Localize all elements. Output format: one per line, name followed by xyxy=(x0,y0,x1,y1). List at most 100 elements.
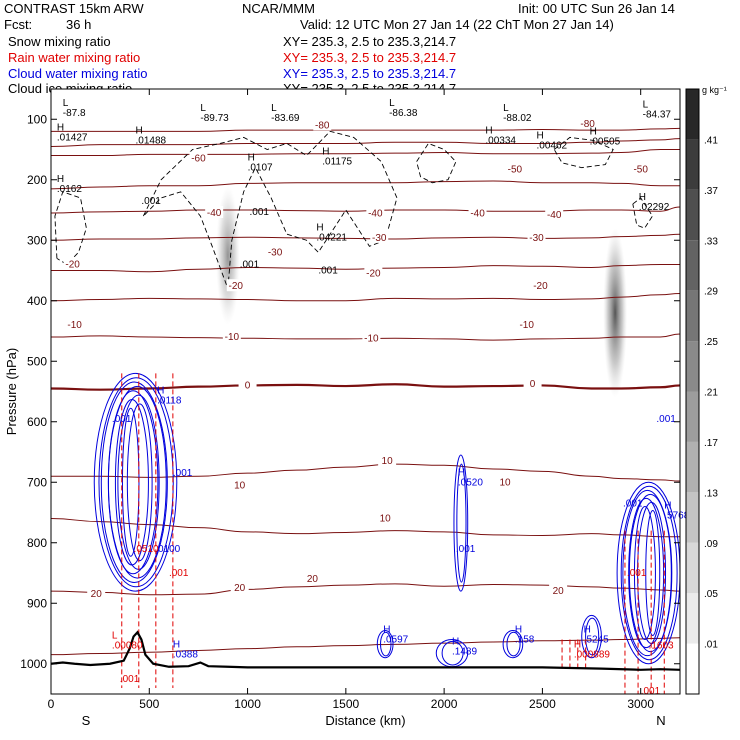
snow-value-9: .01175 xyxy=(322,157,352,168)
cloud-water-contour-5-0 xyxy=(502,629,524,659)
isotherm--50-10 xyxy=(51,180,680,190)
cloud-water-contour-1-1 xyxy=(620,485,678,661)
isotherm-label-20: -30 xyxy=(529,233,544,244)
cloud-water-value-8: .5768 xyxy=(664,511,689,522)
snow-value-11: .00462 xyxy=(537,140,568,151)
colorbar-unit: g kg⁻¹ xyxy=(702,85,727,95)
snow-mark-2: L xyxy=(271,103,277,114)
colorbar-tick-7: .29 xyxy=(704,287,718,298)
snow-value-10: .00334 xyxy=(485,135,516,146)
isotherm-label-7: 10 xyxy=(499,477,511,488)
colorbar-segment-1 xyxy=(686,593,699,644)
y-axis-label: Pressure (hPa) xyxy=(4,348,19,435)
isotherm-label-bg-1 xyxy=(230,581,249,594)
rain-value-0: .0510 xyxy=(134,544,159,555)
snow-mark-5: L xyxy=(643,99,649,110)
snow-plume-1 xyxy=(603,228,628,398)
isotherm-label-12: -10 xyxy=(364,333,379,344)
cloud-water-contour-5-1 xyxy=(506,631,521,657)
isotherm-label-11: -10 xyxy=(225,332,240,343)
isotherm-label-bg-7 xyxy=(496,475,515,488)
snow-value-15: .001 xyxy=(141,196,161,207)
fcst-label: Fcst: xyxy=(4,17,33,32)
cloud-water-mark-8: H xyxy=(664,501,671,512)
field-name-cloud-water: Cloud water mixing ratio xyxy=(8,66,148,81)
isotherm-label-18: -30 xyxy=(268,247,283,258)
colorbar-segment-9 xyxy=(686,189,699,241)
isotherm-label-16: -20 xyxy=(366,269,381,280)
colorbar-tick-9: .37 xyxy=(704,186,718,197)
isotherm-0-4 xyxy=(51,383,680,391)
isotherm-label-bg-2 xyxy=(303,572,322,585)
isotherm-label-22: -40 xyxy=(368,209,383,220)
cloud-water-mark-4: H xyxy=(458,467,465,478)
snow-value-4: -88.02 xyxy=(503,113,532,124)
colorbar-tick-3: .13 xyxy=(704,488,718,499)
snow-value-0: -87.8 xyxy=(63,108,86,119)
x-axis-label: Distance (km) xyxy=(325,713,405,728)
colorbar-segment-6 xyxy=(686,341,699,392)
isotherm-label-bg-26 xyxy=(631,162,650,175)
isotherm-label-26: -50 xyxy=(633,164,648,175)
isotherm-label-9: 0 xyxy=(530,379,536,390)
cloud-ice-contour-4 xyxy=(632,197,654,229)
colorbar-segment-10 xyxy=(686,139,699,190)
cloud-water-mark-10: H xyxy=(452,637,459,648)
isotherm--80-13 xyxy=(51,127,680,132)
colorbar-frame xyxy=(685,88,700,695)
snow-value-18: .001 xyxy=(240,259,260,270)
isotherm-label-bg-29 xyxy=(578,117,597,130)
colorbar-segment-4 xyxy=(686,441,699,493)
cloud-water-contour-1-6 xyxy=(633,505,656,641)
cloud-water-contour-1-7 xyxy=(645,509,661,637)
cloud-water-value-7: .001 xyxy=(623,498,643,509)
snow-value-6: .01427 xyxy=(57,132,88,143)
valid-time: Valid: 12 UTC Mon 27 Jan 14 (22 ChT Mon … xyxy=(300,17,614,32)
rain-value-6: .1603 xyxy=(649,641,674,652)
x-tick-label-5: 2500 xyxy=(529,697,556,711)
isotherm-label-bg-12 xyxy=(362,331,381,344)
cloud-ice-contour-2 xyxy=(416,142,457,184)
cloud-water-contour-2-0 xyxy=(453,454,469,592)
snow-mark-14: H xyxy=(639,192,646,203)
cloud-water-contour-0-6 xyxy=(114,398,149,566)
cloud-water-mark-13: H xyxy=(173,640,180,651)
cloud-water-value-11: .158 xyxy=(515,635,535,646)
snow-mark-12: H xyxy=(590,127,597,138)
colorbar-tick-5: .21 xyxy=(704,388,718,399)
isotherm-label-8: 0 xyxy=(245,380,251,391)
rain-value-2: .00080 xyxy=(112,641,143,652)
cloud-water-value-9: .0597 xyxy=(383,635,408,646)
isotherm--10-6 xyxy=(51,292,680,302)
isotherm-label-bg-4 xyxy=(230,478,249,491)
y-tick-label-4: 500 xyxy=(27,354,47,368)
x-tick-label-2: 1000 xyxy=(234,697,261,711)
cloud-water-value-13: .0388 xyxy=(173,650,198,661)
field-xy-rain: XY= 235.3, 2.5 to 235.3,214.7 xyxy=(283,50,457,65)
isotherm--40-9 xyxy=(51,206,680,214)
snow-mark-11: H xyxy=(537,130,544,141)
snow-value-1: -89.73 xyxy=(200,113,229,124)
snow-value-3: -86.38 xyxy=(389,108,418,119)
rain-value-4: .000889 xyxy=(574,650,611,661)
cloud-water-mark-11: H xyxy=(515,625,522,636)
isotherm-label-bg-23 xyxy=(468,206,487,219)
end-label-left: S xyxy=(82,713,91,728)
isotherm-label-15: -20 xyxy=(229,281,244,292)
rain-value-7: .001 xyxy=(641,686,661,697)
isotherm-label-bg-0 xyxy=(87,587,106,600)
isotherm-20-1 xyxy=(51,583,680,596)
cloud-water-contour-6-0 xyxy=(581,614,602,659)
snow-value-19: .001 xyxy=(318,266,338,277)
snow-mark-8: H xyxy=(248,153,255,164)
isotherm-label-19: -30 xyxy=(372,233,387,244)
x-tick-label-6: 3000 xyxy=(627,697,654,711)
isotherm-label-bg-19 xyxy=(370,230,389,243)
isotherm-label-3: 20 xyxy=(553,586,565,597)
plot-area xyxy=(51,89,680,694)
cloud-water-contour-1-4 xyxy=(628,497,665,649)
cloud-water-value-5: .001 xyxy=(456,544,476,555)
isotherm-label-bg-21 xyxy=(205,206,224,219)
plot-frame xyxy=(50,88,681,695)
